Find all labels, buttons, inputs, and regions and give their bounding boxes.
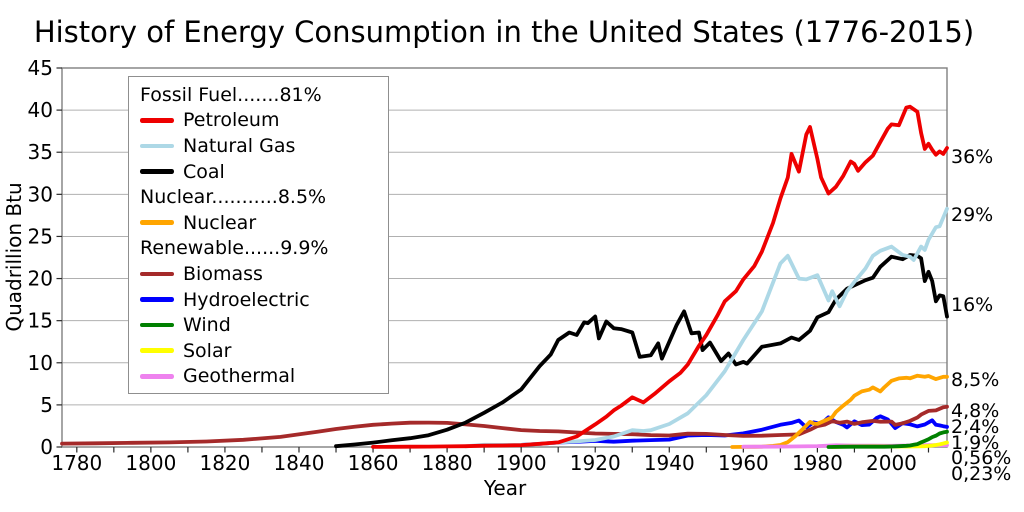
series-coal: [334, 253, 949, 449]
legend-swatch: [140, 143, 174, 149]
series-end-label: 16%: [951, 294, 994, 316]
y-tick-label: 35: [28, 140, 53, 164]
legend-label: Hydroelectric: [183, 288, 310, 311]
y-tick-label: 5: [40, 393, 53, 417]
legend-item: Solar: [140, 338, 388, 364]
series-end-label: 0,56%: [951, 447, 1012, 469]
legend-swatch: [140, 118, 174, 123]
x-tick-label: 1840: [274, 451, 325, 475]
legend-item: Nuclear: [140, 210, 388, 236]
legend-item: Natural Gas: [140, 133, 388, 159]
legend-item: Wind: [140, 312, 388, 338]
series-end-label: 0,23%: [951, 463, 1012, 485]
series-end-label: 2,4%: [951, 416, 1000, 438]
legend-label: Biomass: [183, 262, 263, 285]
legend-label: Petroleum: [183, 109, 280, 132]
legend-label: Renewable......9.9%: [140, 237, 329, 260]
legend-label: Nuclear...........8.5%: [140, 186, 327, 209]
series-end-label: 29%: [951, 204, 994, 226]
x-tick-label: 2000: [866, 451, 917, 475]
y-tick-label: 10: [28, 351, 53, 375]
x-tick-label: 1860: [348, 451, 399, 475]
x-axis-label: Year: [483, 476, 527, 500]
legend-swatch: [140, 322, 174, 328]
x-tick-label: 1800: [125, 451, 176, 475]
series-end-label: 36%: [951, 146, 994, 168]
series-end-label: 4,8%: [951, 400, 1000, 422]
x-tick-label: 1920: [570, 451, 621, 475]
series-nuclear: [730, 373, 949, 449]
legend-label: Nuclear: [183, 211, 257, 234]
legend-item: Coal: [140, 159, 388, 185]
legend-label: Fossil Fuel.......81%: [140, 83, 322, 106]
legend-swatch: [140, 271, 174, 277]
y-tick-label: 25: [28, 224, 53, 248]
y-tick-label: 0: [40, 435, 53, 459]
legend-label: Natural Gas: [183, 134, 296, 157]
legend: Fossil Fuel.......81% Petroleum Natural Ga…: [128, 76, 389, 394]
legend-swatch: [140, 374, 174, 379]
y-tick-label: 30: [28, 182, 53, 206]
legend-header: Nuclear...........8.5%: [140, 184, 388, 210]
series-biomass: [60, 404, 949, 446]
x-tick-label: 1960: [718, 451, 769, 475]
legend-item: Hydroelectric: [140, 287, 388, 313]
legend-swatch: [140, 297, 174, 302]
y-tick-label: 45: [28, 56, 53, 80]
legend-label: Geothermal: [183, 365, 296, 388]
legend-swatch: [140, 169, 174, 174]
series-end-label: 8,5%: [951, 369, 1000, 391]
x-tick-label: 1980: [792, 451, 843, 475]
legend-item: Petroleum: [140, 108, 388, 134]
x-tick-label: 1900: [496, 451, 547, 475]
x-tick-label: 1880: [422, 451, 473, 475]
legend-item: Geothermal: [140, 364, 388, 390]
series-end-label: 1,9%: [951, 432, 1000, 454]
series-wind: [826, 429, 949, 449]
legend-swatch: [140, 220, 174, 226]
x-tick-label: 1940: [644, 451, 695, 475]
legend-label: Wind: [183, 314, 231, 337]
chart-title: History of Energy Consumption in the Uni…: [33, 15, 975, 49]
y-tick-label: 20: [28, 267, 53, 291]
x-tick-label: 1820: [199, 451, 250, 475]
legend-header: Fossil Fuel.......81%: [140, 82, 388, 108]
legend-item: Biomass: [140, 261, 388, 287]
y-tick-label: 15: [28, 309, 53, 333]
y-tick-label: 40: [28, 98, 53, 122]
x-tick-label: 1780: [51, 451, 102, 475]
legend-label: Solar: [183, 339, 232, 362]
legend-swatch: [140, 348, 174, 354]
series-natural_gas: [463, 206, 949, 449]
legend-label: Coal: [183, 160, 225, 183]
legend-header: Renewable......9.9%: [140, 236, 388, 262]
series-petroleum: [371, 104, 949, 449]
